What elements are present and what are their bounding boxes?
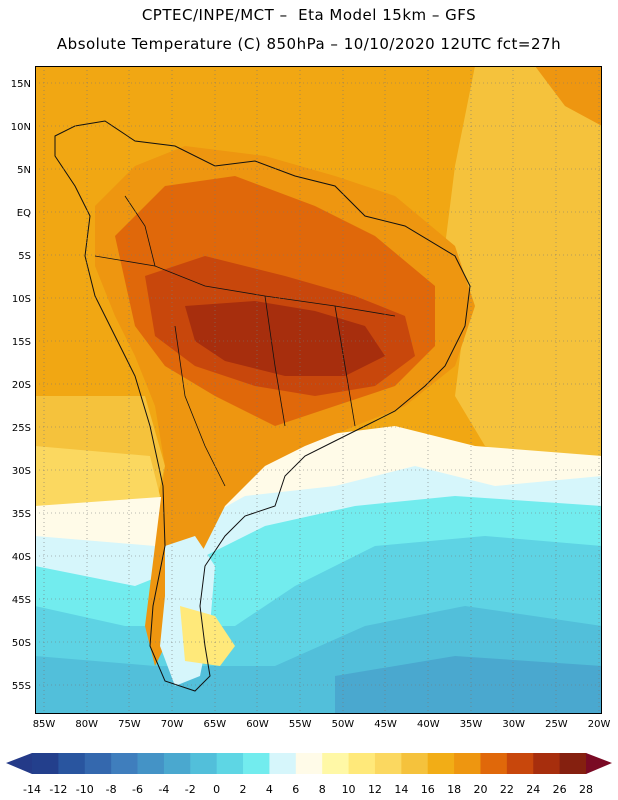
color-scale-bar: -14 -12 -10 -8 -6 -4 -2 0 2 4 6 8 10 12 14 16 18 20 22 24 26… — [6, 753, 612, 796]
field-ocean-east — [445, 66, 602, 486]
colorbar-low-arrow — [6, 753, 32, 774]
field-blue-south — [335, 656, 602, 714]
colorbar-tick-label: -14 — [23, 783, 41, 796]
colorbar-swatch — [269, 753, 297, 774]
colorbar-swatches — [32, 753, 587, 774]
lon-tick-label: 80W — [75, 719, 98, 730]
coastline — [54, 120, 471, 692]
colorbar-swatch — [295, 753, 323, 774]
colorbar-swatch — [559, 753, 587, 774]
lat-tick-label: 45S — [12, 595, 31, 606]
lon-tick-label: 65W — [203, 719, 226, 730]
colorbar-swatch — [243, 753, 270, 774]
map-border — [35, 66, 602, 714]
colorbar-swatch — [506, 753, 534, 774]
lon-tick-label: 50W — [332, 719, 355, 730]
colorbar-swatch — [533, 753, 561, 774]
colorbar-tick-label: 2 — [240, 783, 247, 796]
colorbar-tick-label: 4 — [266, 783, 273, 796]
lat-tick-label: 25S — [12, 423, 31, 434]
colorbar-tick-label: 16 — [421, 783, 435, 796]
colorbar-swatch — [427, 753, 455, 774]
lat-tick-label: 15S — [12, 337, 31, 348]
colorbar-tick-label: -6 — [132, 783, 143, 796]
lat-tick-label: 35S — [12, 509, 31, 520]
lat-tick-label: 10S — [12, 294, 31, 305]
colorbar-high-arrow — [586, 753, 612, 774]
map-title-line1: CPTEC/INPE/MCT – Eta Model 15km – GFS — [141, 6, 477, 24]
lon-tick-label: 40W — [417, 719, 440, 730]
lon-tick-label: 70W — [161, 719, 184, 730]
colorbar-swatch — [111, 753, 138, 774]
colorbar-swatch — [401, 753, 429, 774]
lat-tick-label: EQ — [17, 208, 31, 219]
lat-tick-label: 5S — [18, 251, 31, 262]
colorbar-swatch — [216, 753, 244, 774]
lat-tick-label: 20S — [12, 380, 31, 391]
field-patagonia-yellow — [180, 606, 235, 666]
colorbar-tick-label: -4 — [158, 783, 169, 796]
colorbar-tick-label: 18 — [447, 783, 461, 796]
lon-tick-label: 20W — [588, 719, 611, 730]
lon-tick-label: 75W — [118, 719, 141, 730]
lon-tick-label: 30W — [502, 719, 525, 730]
colorbar-tick-label: 10 — [342, 783, 356, 796]
colorbar-tick-labels: -14 -12 -10 -8 -6 -4 -2 0 2 4 6 8 10 12 14 16 18 20 22 24 26… — [23, 783, 593, 796]
lat-tick-label: 10N — [11, 122, 31, 133]
colorbar-tick-label: 6 — [292, 783, 299, 796]
map-title-line2: Absolute Temperature (C) 850hPa – 10/10/… — [56, 35, 562, 53]
colorbar-tick-label: -12 — [49, 783, 67, 796]
latitude-axis: 15N 10N 5N EQ 5S 10S 15S 20S 25S 30S 35S 40S 45S 50S 5… — [11, 79, 31, 692]
colorbar-tick-label: 24 — [526, 783, 540, 796]
colorbar-swatch — [137, 753, 165, 774]
colorbar-tick-label: -2 — [185, 783, 196, 796]
lon-tick-label: 55W — [289, 719, 312, 730]
colorbar-swatch — [454, 753, 481, 774]
colorbar-swatch — [58, 753, 86, 774]
colorbar-tick-label: -8 — [106, 783, 117, 796]
colorbar-tick-label: 14 — [394, 783, 408, 796]
lat-tick-label: 15N — [11, 79, 31, 90]
lon-tick-label: 35W — [460, 719, 483, 730]
colorbar-swatch — [84, 753, 112, 774]
colorbar-tick-label: 28 — [579, 783, 593, 796]
colorbar-swatch — [322, 753, 349, 774]
colorbar-tick-label: 22 — [500, 783, 514, 796]
lon-tick-label: 45W — [374, 719, 397, 730]
temperature-map — [35, 66, 602, 714]
lon-tick-label: 25W — [545, 719, 568, 730]
lat-tick-label: 40S — [12, 552, 31, 563]
colorbar-tick-label: 12 — [368, 783, 382, 796]
colorbar-tick-label: 0 — [213, 783, 220, 796]
field-northeast — [535, 66, 602, 126]
lat-tick-label: 55S — [12, 681, 31, 692]
lat-tick-label: 5N — [17, 165, 31, 176]
colorbar-swatch — [32, 753, 59, 774]
colorbar-tick-label: -10 — [76, 783, 94, 796]
colorbar-swatch — [374, 753, 402, 774]
colorbar-tick-label: 8 — [319, 783, 326, 796]
lat-tick-label: 30S — [12, 466, 31, 477]
graticule — [35, 66, 602, 714]
lon-tick-label: 60W — [246, 719, 269, 730]
colorbar-swatch — [163, 753, 191, 774]
longitude-axis: 85W 80W 75W 70W 65W 60W 55W 50W 45W 40W 35W 30W 25W 2… — [33, 719, 611, 730]
country-borders — [94, 195, 396, 487]
colorbar-tick-label: 26 — [553, 783, 567, 796]
colorbar-tick-label: 20 — [473, 783, 487, 796]
lon-tick-label: 85W — [33, 719, 56, 730]
lat-tick-label: 50S — [12, 638, 31, 649]
colorbar-swatch — [348, 753, 376, 774]
colorbar-swatch — [480, 753, 508, 774]
field-continent-hottest — [185, 301, 385, 376]
colorbar-swatch — [190, 753, 218, 774]
